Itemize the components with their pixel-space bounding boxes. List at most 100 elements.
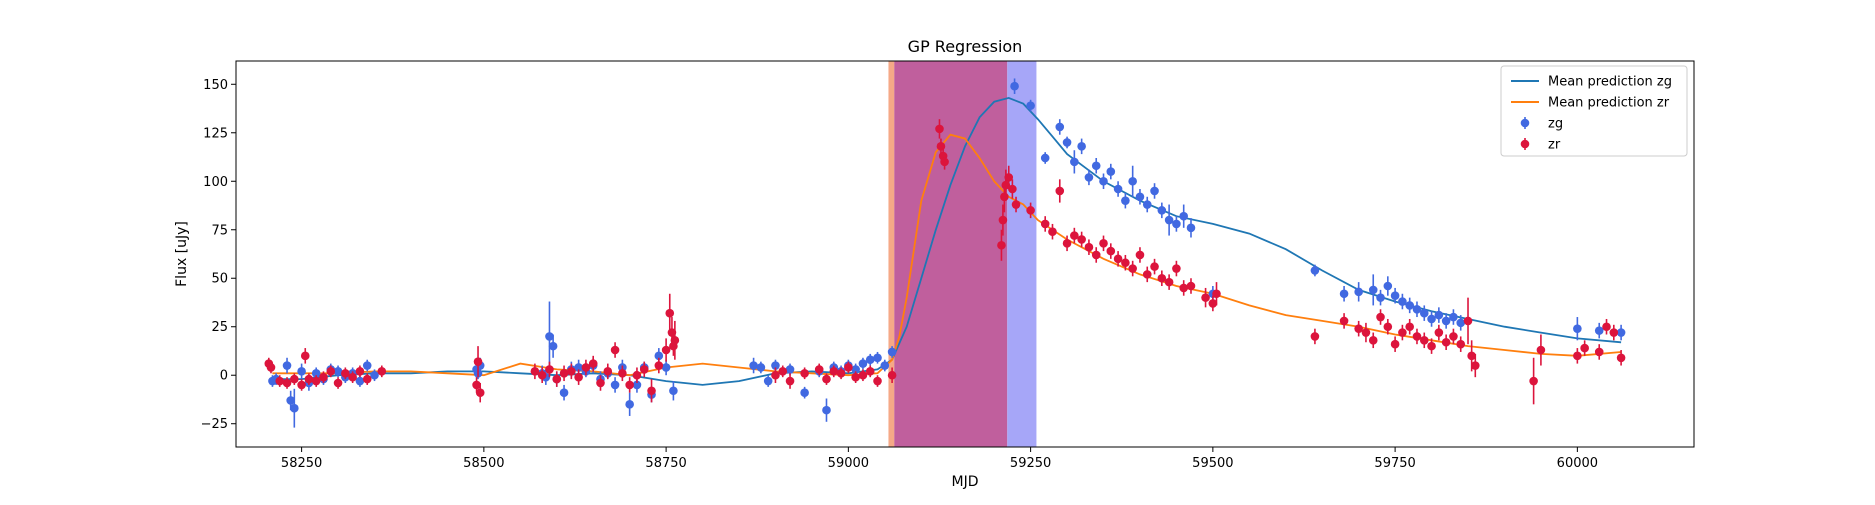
data-point-zg bbox=[661, 359, 671, 376]
marker-zg bbox=[873, 353, 882, 363]
marker-zr bbox=[545, 365, 554, 374]
data-point-zr bbox=[588, 355, 598, 372]
marker-zg bbox=[297, 367, 306, 376]
marker-zr bbox=[844, 363, 853, 372]
data-point-zr bbox=[282, 377, 292, 389]
marker-zr bbox=[1128, 264, 1137, 273]
marker-zr bbox=[661, 345, 671, 355]
marker-zr bbox=[1441, 337, 1451, 347]
data-point-zr bbox=[998, 204, 1008, 236]
data-point-zr bbox=[473, 346, 483, 378]
marker-zr bbox=[266, 363, 276, 372]
marker-zg bbox=[1310, 266, 1320, 275]
marker-zr bbox=[559, 368, 569, 378]
marker-zg bbox=[1419, 308, 1429, 318]
data-point-zr bbox=[1354, 320, 1363, 337]
data-point-zr bbox=[1616, 350, 1626, 366]
data-point-zr bbox=[1339, 313, 1349, 329]
marker-zr bbox=[581, 363, 591, 372]
marker-zg bbox=[1390, 291, 1400, 301]
marker-zr bbox=[998, 215, 1008, 225]
marker-zg bbox=[887, 347, 897, 357]
data-point-zr bbox=[940, 154, 949, 170]
marker-zr bbox=[1398, 328, 1407, 337]
marker-zr bbox=[473, 357, 483, 366]
x-axis-label: MJD bbox=[952, 474, 979, 490]
data-point-zr bbox=[873, 375, 882, 387]
marker-zr bbox=[290, 374, 299, 384]
legend-label: Mean prediction zg bbox=[1548, 75, 1672, 90]
marker-zr bbox=[814, 365, 824, 374]
marker-zr bbox=[1594, 347, 1604, 357]
legend-entry: zr bbox=[1520, 138, 1561, 153]
marker-zr bbox=[1467, 351, 1476, 361]
x-tick-label: 59000 bbox=[828, 456, 869, 471]
marker-zg bbox=[669, 386, 678, 396]
marker-zg bbox=[1368, 285, 1378, 295]
data-point-zr bbox=[530, 363, 540, 380]
data-point-zg bbox=[749, 357, 758, 374]
data-point-zr bbox=[647, 379, 656, 403]
data-point-zr bbox=[1070, 227, 1079, 244]
marker-zg bbox=[545, 332, 554, 341]
marker-zg bbox=[1077, 142, 1086, 151]
marker-zr bbox=[778, 367, 788, 376]
data-point-zr bbox=[348, 371, 357, 383]
marker-zr bbox=[625, 380, 634, 390]
data-point-zr bbox=[1008, 179, 1017, 199]
marker-zg bbox=[1055, 122, 1065, 132]
marker-zr bbox=[1310, 332, 1320, 341]
data-point-zg bbox=[1164, 204, 1174, 236]
data-point-zg bbox=[880, 359, 890, 372]
marker-zr bbox=[1405, 322, 1414, 332]
data-point-zg bbox=[1121, 192, 1130, 209]
marker-zr bbox=[304, 374, 314, 384]
marker-zr bbox=[1339, 316, 1349, 326]
data-point-zr bbox=[1412, 328, 1422, 345]
marker-zr bbox=[297, 380, 306, 390]
data-point-zr bbox=[1208, 295, 1218, 312]
shaded-regions bbox=[888, 61, 1037, 447]
data-point-zr bbox=[1529, 357, 1538, 405]
marker-zg bbox=[1434, 310, 1444, 320]
data-point-zr bbox=[822, 373, 831, 385]
data-point-zg bbox=[1106, 163, 1116, 180]
marker-zr bbox=[851, 372, 860, 382]
marker-zr bbox=[1471, 361, 1480, 370]
marker-zr bbox=[1616, 353, 1626, 363]
data-point-zr bbox=[1026, 202, 1035, 219]
marker-zg bbox=[1040, 153, 1050, 163]
marker-zr bbox=[311, 376, 321, 386]
data-point-zr bbox=[1091, 247, 1101, 263]
data-point-zg bbox=[1405, 297, 1414, 314]
marker-zr bbox=[1361, 328, 1371, 337]
marker-zg bbox=[654, 351, 664, 361]
shaded-region-0 bbox=[888, 61, 895, 447]
marker-zg bbox=[1128, 176, 1137, 186]
data-point-zg bbox=[625, 392, 634, 416]
marker-zr bbox=[603, 367, 613, 376]
data-point-zr bbox=[618, 365, 627, 382]
data-point-zg bbox=[1456, 315, 1466, 331]
marker-zr bbox=[1186, 281, 1196, 291]
marker-zg bbox=[858, 359, 868, 368]
marker-zr bbox=[588, 359, 598, 368]
data-point-zr bbox=[771, 367, 780, 383]
marker-zr bbox=[1376, 312, 1385, 322]
data-point-zg bbox=[548, 334, 558, 358]
marker-zr bbox=[552, 374, 562, 384]
shaded-region-2 bbox=[1007, 61, 1037, 447]
data-point-zg bbox=[1186, 218, 1196, 238]
marker-zr bbox=[355, 367, 365, 376]
marker-zr bbox=[319, 372, 328, 382]
data-point-zr bbox=[1471, 353, 1480, 378]
data-point-zr bbox=[785, 373, 795, 389]
marker-zr bbox=[1529, 376, 1538, 386]
marker-zg bbox=[333, 367, 343, 376]
marker-zr bbox=[1040, 219, 1050, 229]
marker-zr bbox=[887, 370, 897, 380]
marker-zr bbox=[537, 370, 547, 380]
legend-entry: Mean prediction zg bbox=[1511, 75, 1672, 90]
marker-zr bbox=[997, 240, 1006, 250]
data-point-zr bbox=[1142, 266, 1152, 283]
